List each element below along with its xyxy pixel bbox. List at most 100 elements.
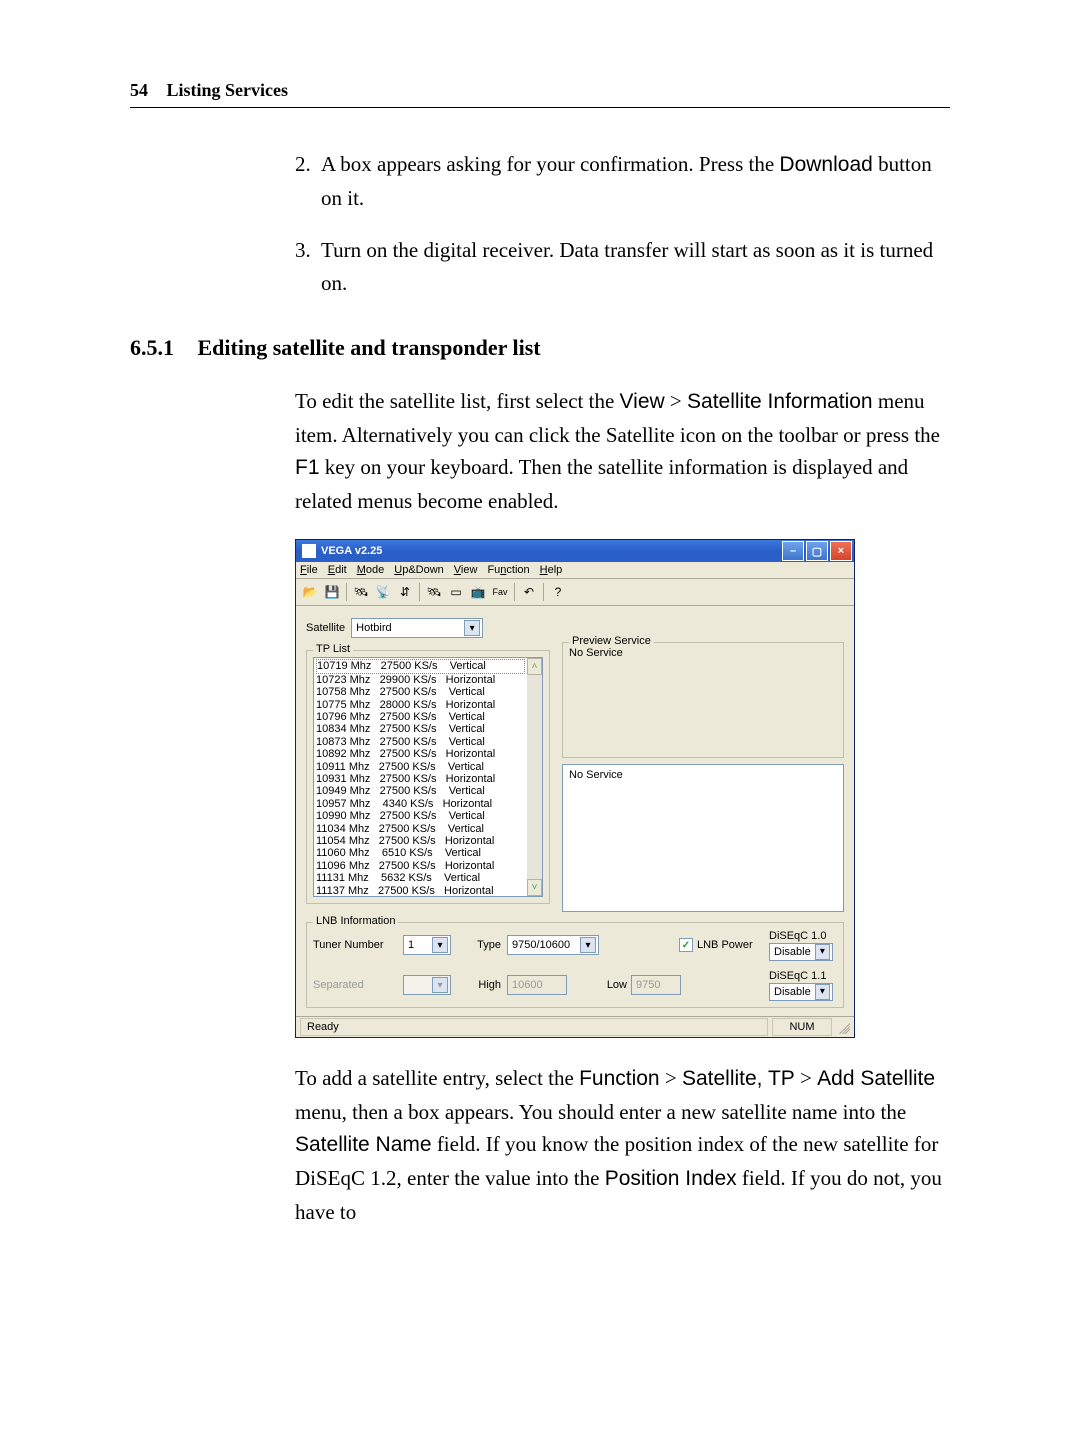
tp-row[interactable]: 10892 Mhz 27500 KS/s Horizontal <box>316 748 525 760</box>
preview-top-text: No Service <box>569 647 837 659</box>
tp-row[interactable]: 10775 Mhz 28000 KS/s Horizontal <box>316 699 525 711</box>
menu-file[interactable]: File <box>300 564 318 576</box>
save-icon[interactable]: 💾 <box>322 582 342 602</box>
diseqc10-label: DiSEqC 1.0 <box>769 929 839 943</box>
tp-listbox[interactable]: 10719 Mhz 27500 KS/s Vertical10723 Mhz 2… <box>313 657 543 897</box>
preview-service-box: Preview Service No Service <box>562 642 844 758</box>
step-3: 3. Turn on the digital receiver. Data tr… <box>295 234 950 299</box>
page-header: 54 Listing Services <box>130 80 950 108</box>
fav-icon[interactable]: Fav <box>490 582 510 602</box>
chevron-down-icon[interactable]: ▾ <box>815 984 830 1000</box>
step-text: A box appears asking for your confirmati… <box>321 148 950 214</box>
satellite-label: Satellite <box>306 622 345 634</box>
step-num: 3. <box>295 234 321 299</box>
step-2: 2. A box appears asking for your confirm… <box>295 148 950 214</box>
toolbar-separator <box>346 583 347 601</box>
section-number: 6.5.1 <box>130 335 174 360</box>
download-button-label: Download <box>779 153 872 176</box>
menu-updown[interactable]: Up&Down <box>394 564 444 576</box>
tp-list-legend: TP List <box>313 643 353 655</box>
satellite-icon[interactable]: 🛰 <box>351 582 371 602</box>
chevron-down-icon[interactable]: ▾ <box>815 944 830 960</box>
sat2-icon[interactable]: 🛰 <box>424 582 444 602</box>
help-icon[interactable]: ? <box>548 582 568 602</box>
scrollbar[interactable]: ˄ ˅ <box>527 658 542 896</box>
scroll-down-icon[interactable]: ˅ <box>527 879 542 896</box>
tp-row[interactable]: 10719 Mhz 27500 KS/s Vertical <box>316 659 525 673</box>
tp-list-fieldset: TP List 10719 Mhz 27500 KS/s Vertical107… <box>306 650 550 904</box>
type-combo[interactable]: 9750/10600▾ <box>507 935 599 955</box>
tp-row[interactable]: 11034 Mhz 27500 KS/s Vertical <box>316 823 525 835</box>
menu-view[interactable]: View <box>454 564 478 576</box>
vega-window: VEGA v2.25 – ▢ × File Edit Mode Up&Down … <box>295 539 855 1038</box>
app-icon <box>302 544 316 558</box>
separated-label: Separated <box>313 979 403 991</box>
tp-row[interactable]: 11131 Mhz 5632 KS/s Vertical <box>316 872 525 884</box>
tp-row[interactable]: 10957 Mhz 4340 KS/s Horizontal <box>316 798 525 810</box>
low-label: Low <box>599 979 631 991</box>
status-bar: Ready NUM <box>296 1016 854 1037</box>
menu-edit[interactable]: Edit <box>328 564 347 576</box>
status-num: NUM <box>772 1018 832 1036</box>
close-button[interactable]: × <box>830 541 852 561</box>
lnb-power-checkbox[interactable]: ✓ LNB Power <box>679 938 769 952</box>
tp-row[interactable]: 10834 Mhz 27500 KS/s Vertical <box>316 723 525 735</box>
titlebar[interactable]: VEGA v2.25 – ▢ × <box>296 540 854 562</box>
tp-row[interactable]: 11060 Mhz 6510 KS/s Vertical <box>316 847 525 859</box>
maximize-button[interactable]: ▢ <box>806 541 828 561</box>
satellite-combo[interactable]: Hotbird ▾ <box>351 618 483 638</box>
tp-row[interactable]: 11137 Mhz 27500 KS/s Horizontal <box>316 885 525 897</box>
tuner-number-combo[interactable]: 1▾ <box>403 935 451 955</box>
scroll-up-icon[interactable]: ˄ <box>527 658 542 675</box>
tp-row[interactable]: 11054 Mhz 27500 KS/s Horizontal <box>316 835 525 847</box>
scroll-track[interactable] <box>527 675 542 879</box>
open-icon[interactable]: 📂 <box>300 582 320 602</box>
checkbox-icon: ✓ <box>679 938 693 952</box>
high-label: High <box>465 979 507 991</box>
rect-icon[interactable]: ▭ <box>446 582 466 602</box>
preview-bottom-box: No Service <box>562 764 844 912</box>
step-text: Turn on the digital receiver. Data trans… <box>321 234 950 299</box>
tuner-number-label: Tuner Number <box>313 939 403 951</box>
tv-icon[interactable]: 📺 <box>468 582 488 602</box>
tp-row[interactable]: 10796 Mhz 27500 KS/s Vertical <box>316 711 525 723</box>
menu-function[interactable]: Function <box>487 564 529 576</box>
chevron-down-icon[interactable]: ▾ <box>464 620 480 636</box>
menu-bar: File Edit Mode Up&Down View Function Hel… <box>296 562 854 579</box>
undo-icon[interactable]: ↶ <box>519 582 539 602</box>
lnb-legend: LNB Information <box>313 915 398 927</box>
antenna-icon[interactable]: 📡 <box>373 582 393 602</box>
paragraph-1: To edit the satellite list, first select… <box>295 385 950 517</box>
tp-row[interactable]: 10873 Mhz 27500 KS/s Vertical <box>316 736 525 748</box>
diseqc10-combo[interactable]: Disable▾ <box>769 943 833 961</box>
status-ready: Ready <box>300 1018 768 1036</box>
separated-combo: ▾ <box>403 975 451 995</box>
chevron-down-icon[interactable]: ▾ <box>432 937 448 953</box>
toolbar-separator <box>543 583 544 601</box>
tp-row[interactable]: 10949 Mhz 27500 KS/s Vertical <box>316 785 525 797</box>
satellite-value: Hotbird <box>356 622 460 634</box>
tp-row[interactable]: 11096 Mhz 27500 KS/s Horizontal <box>316 860 525 872</box>
updown-icon[interactable]: ⇵ <box>395 582 415 602</box>
toolbar: 📂 💾 🛰 📡 ⇵ 🛰 ▭ 📺 Fav ↶ ? <box>296 579 854 606</box>
resize-grip-icon[interactable] <box>836 1020 850 1034</box>
chevron-down-icon[interactable]: ▾ <box>580 937 596 953</box>
high-input: 10600 <box>507 975 567 995</box>
menu-mode[interactable]: Mode <box>357 564 385 576</box>
step-num: 2. <box>295 148 321 214</box>
chevron-down-icon: ▾ <box>432 977 448 993</box>
window-title: VEGA v2.25 <box>321 545 782 557</box>
tp-row[interactable]: 10758 Mhz 27500 KS/s Vertical <box>316 686 525 698</box>
section-title: Editing satellite and transponder list <box>198 335 541 360</box>
menu-help[interactable]: Help <box>540 564 563 576</box>
diseqc11-combo[interactable]: Disable▾ <box>769 983 833 1001</box>
toolbar-separator <box>514 583 515 601</box>
toolbar-separator <box>419 583 420 601</box>
tp-row[interactable]: 10990 Mhz 27500 KS/s Vertical <box>316 810 525 822</box>
preview-bottom-text: No Service <box>569 769 837 781</box>
type-label: Type <box>465 939 507 951</box>
tp-row[interactable]: 10723 Mhz 29900 KS/s Horizontal <box>316 674 525 686</box>
minimize-button[interactable]: – <box>782 541 804 561</box>
tp-row[interactable]: 10931 Mhz 27500 KS/s Horizontal <box>316 773 525 785</box>
tp-row[interactable]: 10911 Mhz 27500 KS/s Vertical <box>316 761 525 773</box>
